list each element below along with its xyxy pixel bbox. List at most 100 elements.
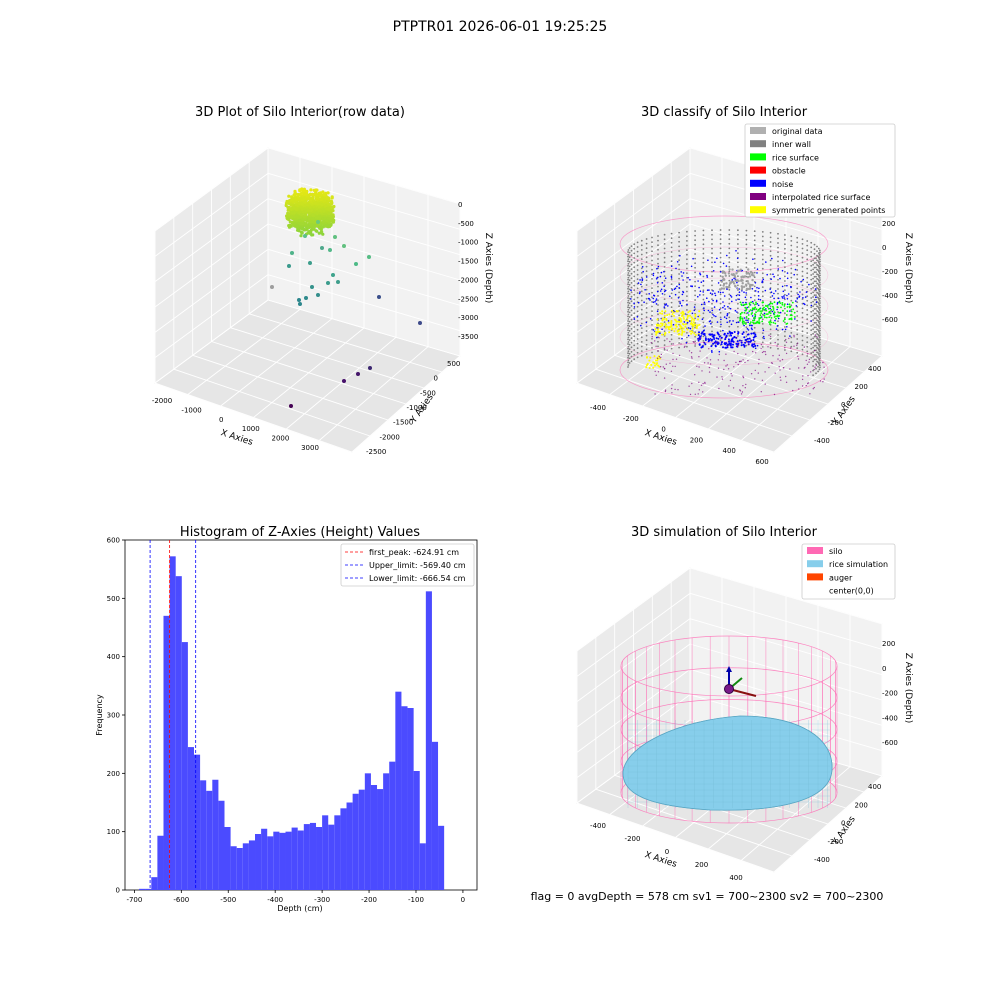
noise-point — [738, 294, 741, 297]
noise-point — [713, 338, 716, 340]
interpolated-point — [697, 393, 699, 395]
noise-point — [709, 292, 712, 295]
inner-wall-point — [694, 271, 696, 274]
hist-bar — [383, 773, 390, 890]
inner-wall-point — [769, 305, 772, 308]
inner-wall-point — [627, 262, 630, 265]
symmetric-point — [659, 325, 662, 328]
noise-point — [726, 254, 728, 257]
rice-surface-point — [765, 309, 768, 312]
hist-bar — [395, 691, 402, 890]
interpolated-point — [785, 381, 788, 383]
inner-wall-point — [627, 350, 630, 353]
interpolated-point — [765, 353, 767, 356]
x-tick-label: -200 — [361, 896, 377, 904]
noise-point — [661, 282, 664, 284]
p1-x-tick-label: 2000 — [271, 435, 289, 443]
rice-surface-point — [789, 318, 791, 320]
interpolated-point — [793, 345, 795, 347]
inner-wall-point — [813, 252, 816, 255]
original-point — [751, 278, 754, 282]
noise-point — [717, 337, 720, 340]
inner-wall-point — [790, 322, 793, 325]
inner-wall-point — [817, 301, 819, 304]
hist-bar — [419, 843, 426, 890]
rice-surface-point — [780, 306, 782, 309]
symmetric-point — [684, 325, 687, 328]
inner-wall-point — [801, 353, 804, 356]
inner-wall-point — [790, 304, 793, 307]
symmetric-point — [668, 331, 671, 334]
inner-wall-point — [645, 325, 648, 328]
inner-wall-point — [711, 302, 713, 305]
symmetric-point — [656, 362, 659, 365]
legend-label: rice simulation — [829, 560, 888, 569]
noise-point — [738, 298, 740, 301]
p1-x-tick-label: 3000 — [301, 444, 319, 452]
inner-wall-point — [640, 318, 643, 320]
hist-bar — [309, 822, 317, 890]
inner-wall-point — [711, 321, 713, 324]
inner-wall-point — [663, 238, 666, 241]
inner-wall-point — [630, 309, 633, 312]
hist-bar — [364, 773, 371, 890]
inner-wall-point — [645, 334, 648, 337]
noise-point — [689, 279, 691, 281]
interpolated-point — [688, 350, 691, 352]
inner-wall-point — [728, 279, 731, 282]
inner-wall-point — [728, 334, 731, 337]
noise-point — [720, 343, 723, 346]
noise-point — [708, 289, 710, 291]
noise-point — [725, 265, 728, 267]
inner-wall-point — [777, 232, 779, 235]
rice-surface-point — [786, 310, 789, 313]
inner-wall-point — [627, 292, 629, 295]
raw-point — [300, 207, 304, 211]
noise-point — [756, 268, 759, 271]
raw-point — [300, 231, 304, 235]
panel-simulation: 3D simulation of Silo Interior -400-2000… — [576, 525, 913, 882]
noise-point — [750, 296, 752, 299]
inner-wall-point — [817, 370, 819, 373]
inner-wall-point — [761, 346, 764, 348]
legend-swatch — [807, 547, 823, 554]
noise-point — [699, 294, 701, 296]
noise-point — [717, 332, 719, 335]
noise-point — [637, 301, 640, 304]
raw-point — [327, 197, 331, 201]
p1-x-tick-label: -1000 — [181, 406, 201, 414]
rice-surface-point — [781, 302, 784, 304]
interpolated-point — [683, 346, 686, 348]
raw-point — [305, 189, 309, 193]
original-point — [736, 279, 739, 282]
noise-point — [761, 280, 764, 283]
inner-wall-point — [801, 325, 804, 328]
rice-surface-point — [778, 301, 780, 304]
inner-wall-point — [633, 261, 636, 264]
inner-wall-point — [694, 345, 696, 347]
rice-surface-point — [761, 307, 764, 310]
symmetric-point — [681, 310, 684, 313]
inner-wall-point — [817, 264, 819, 267]
noise-point — [675, 267, 677, 270]
inner-wall-point — [761, 267, 764, 270]
noise-point — [731, 279, 734, 281]
inner-wall-point — [636, 342, 639, 345]
interpolated-point — [747, 359, 749, 362]
inner-wall-point — [686, 253, 688, 256]
hist-bar — [389, 761, 396, 890]
inner-wall-point — [761, 263, 764, 265]
rice-surface-point — [749, 322, 751, 325]
interpolated-point — [808, 361, 810, 363]
inner-wall-point — [737, 316, 739, 319]
inner-wall-point — [627, 264, 629, 267]
noise-point — [704, 337, 707, 340]
raw-point — [328, 224, 332, 228]
inner-wall-point — [728, 284, 731, 287]
inner-wall-point — [737, 229, 739, 232]
inner-wall-point — [790, 272, 793, 274]
inner-wall-point — [630, 282, 633, 284]
hist-bar — [316, 827, 323, 890]
inner-wall-point — [806, 332, 809, 334]
inner-wall-point — [645, 297, 648, 300]
